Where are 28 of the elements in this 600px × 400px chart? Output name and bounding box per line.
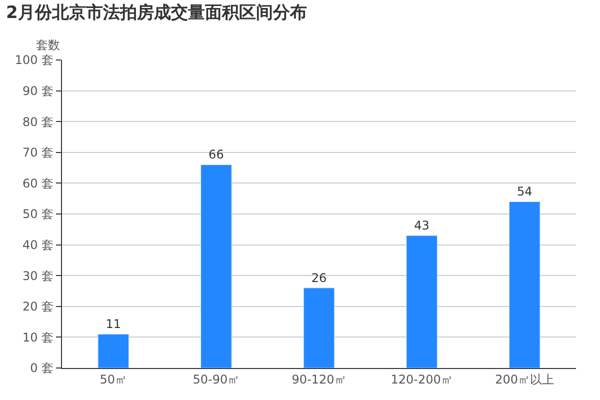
- x-tick-label: 50-90㎡: [192, 372, 240, 386]
- y-tick-label: 0 套: [30, 361, 54, 376]
- x-tick-label: 120-200㎡: [390, 372, 453, 386]
- x-tick-label: 200㎡以上: [495, 372, 554, 386]
- chart-title: 2月份北京市法拍房成交量面积区间分布: [6, 2, 307, 23]
- y-tick-label: 10 套: [22, 330, 54, 344]
- y-tick-label: 50 套: [22, 207, 54, 222]
- x-tick-label: 50㎡: [100, 372, 128, 386]
- data-label: 43: [414, 218, 430, 233]
- bar: [406, 235, 438, 368]
- y-tick-label: 80 套: [22, 114, 54, 129]
- y-tick-label: 20 套: [22, 300, 54, 314]
- y-tick-label: 90 套: [22, 84, 54, 98]
- y-tick-label: 60 套: [22, 176, 54, 190]
- y-tick-label: 100 套: [14, 53, 54, 68]
- x-tick-label: 90-120㎡: [292, 372, 346, 386]
- bar: [200, 164, 232, 368]
- bar: [98, 334, 130, 368]
- bar: [508, 201, 540, 368]
- y-tick-label: 40 套: [22, 238, 54, 252]
- data-label: 54: [516, 184, 532, 199]
- y-tick-label: 70 套: [22, 146, 54, 160]
- data-label: 26: [311, 270, 327, 285]
- y-tick-label: 30 套: [22, 268, 54, 283]
- data-label: 11: [106, 317, 122, 332]
- data-label: 66: [208, 148, 224, 162]
- bar: [303, 288, 335, 368]
- y-axis-title: 套数: [36, 38, 60, 52]
